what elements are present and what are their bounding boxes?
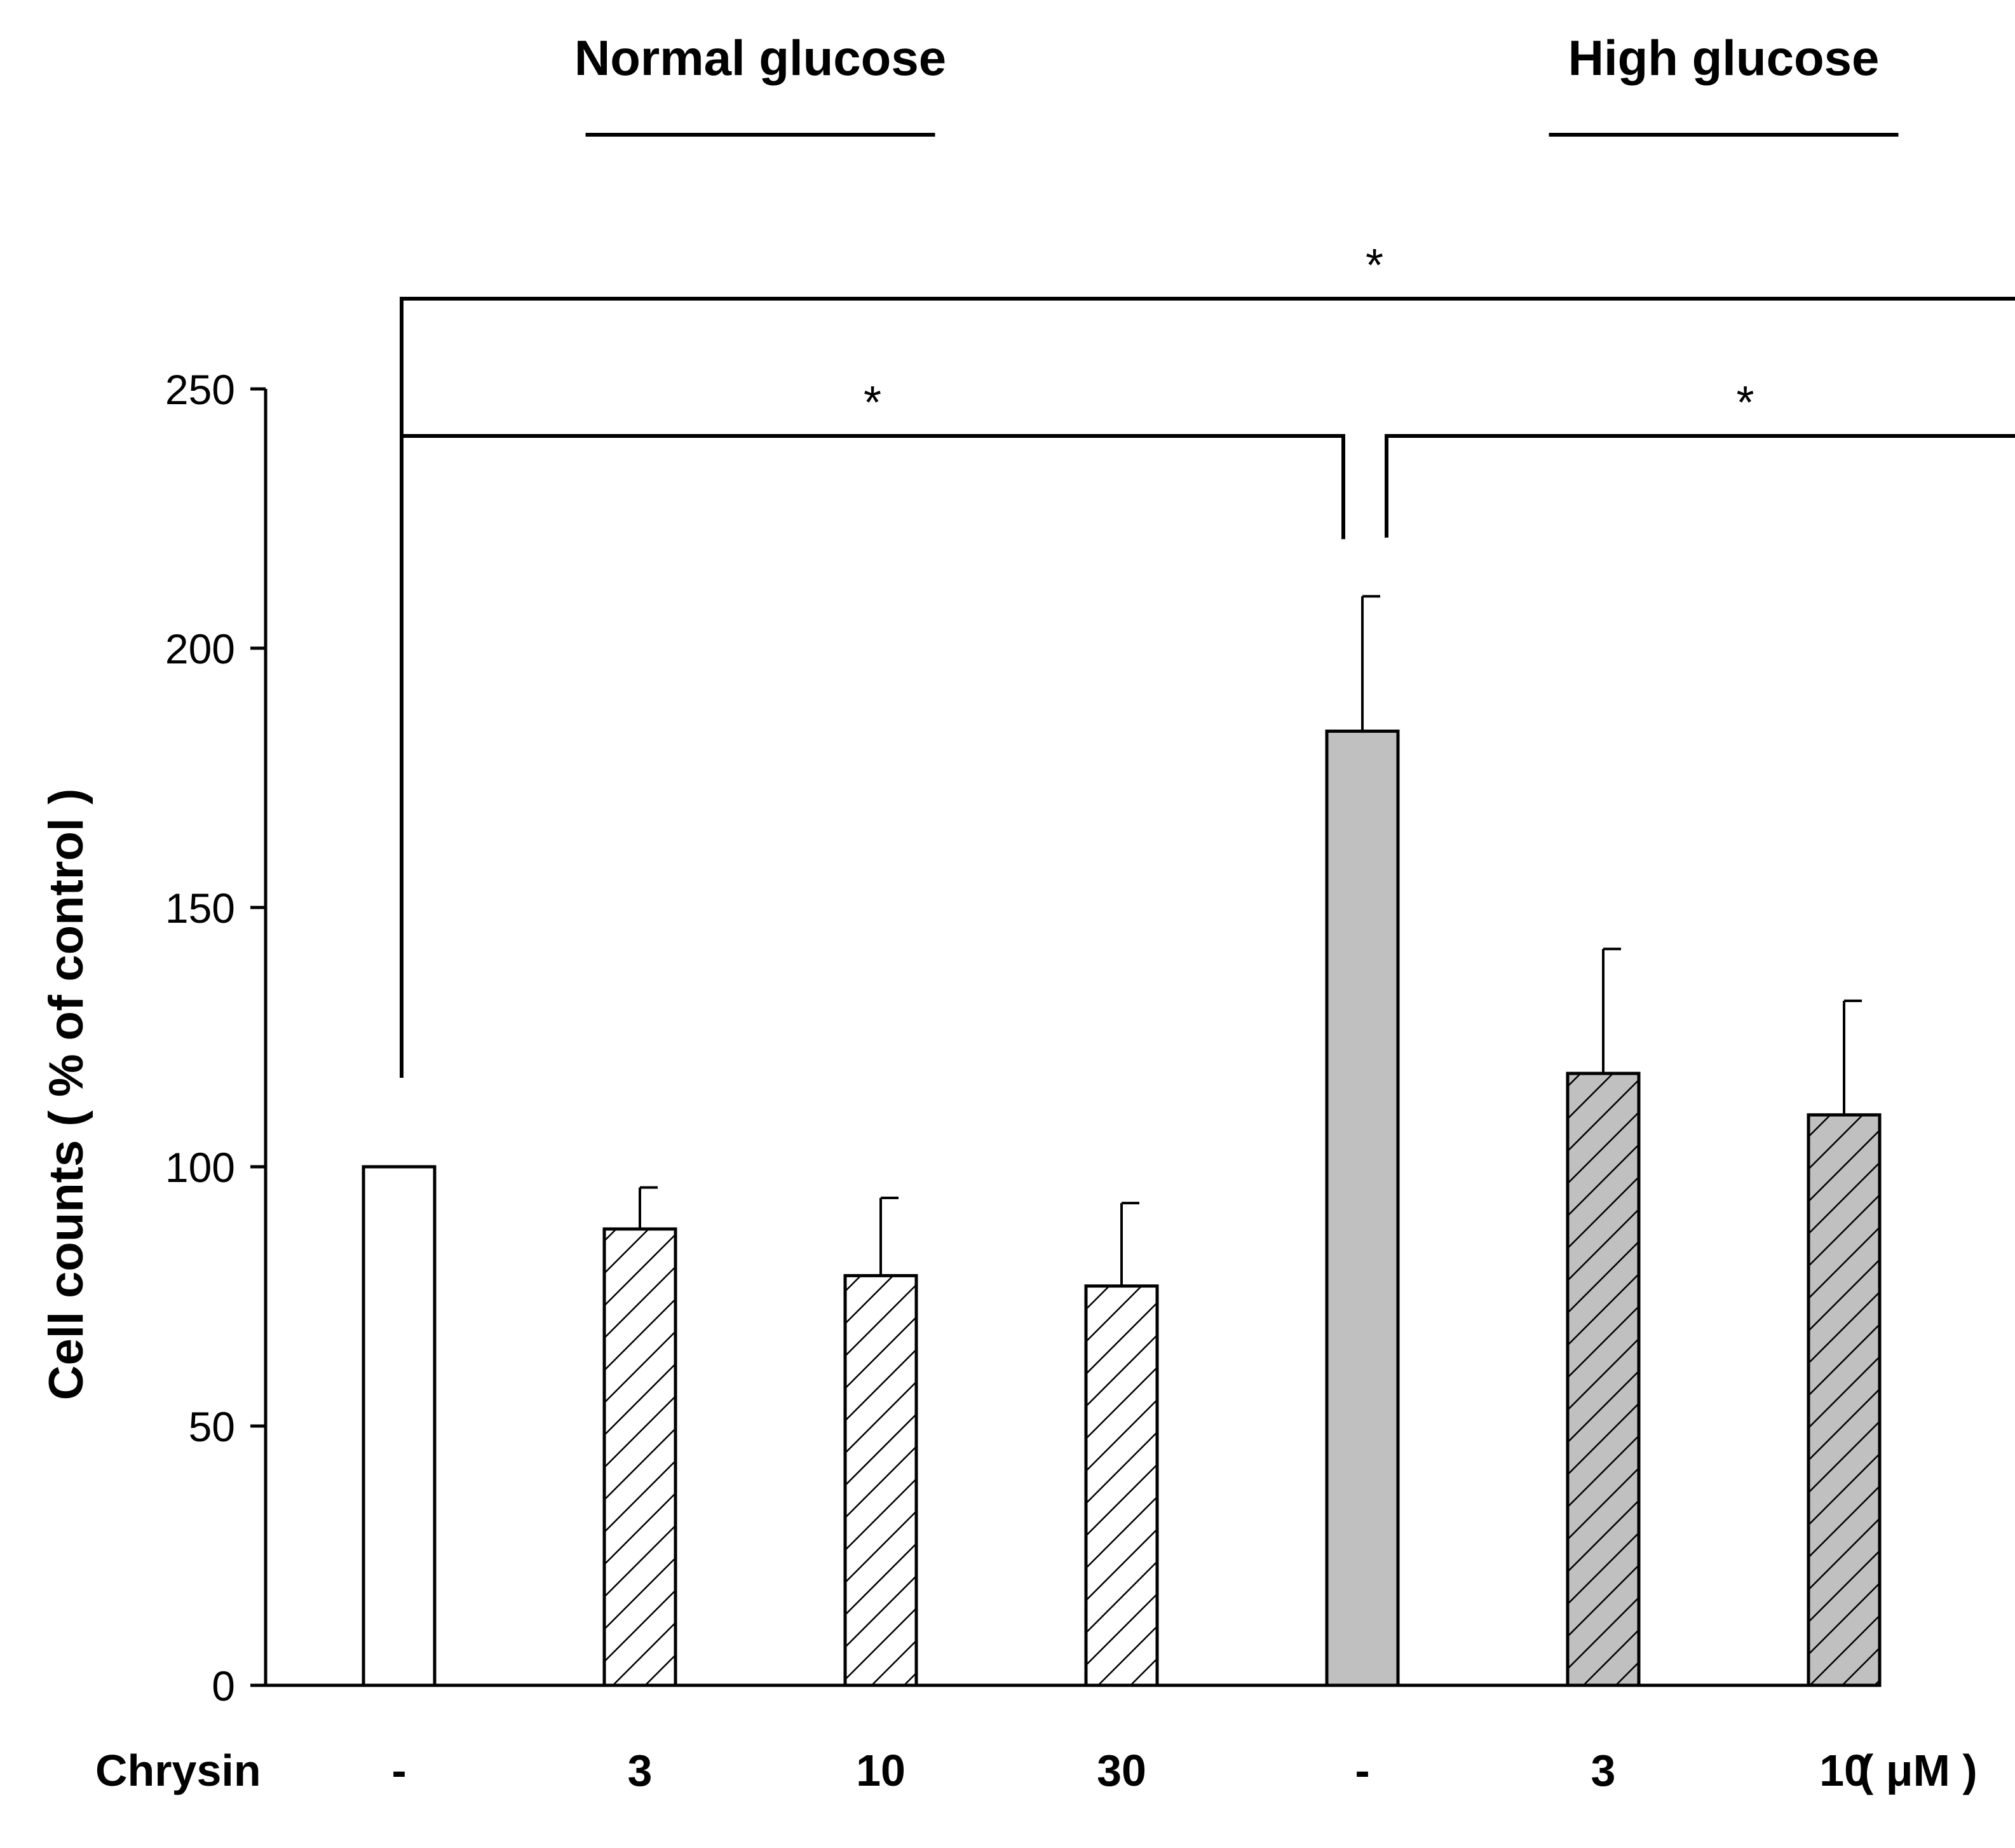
bar <box>362 1165 437 1687</box>
significance-star: * <box>1366 240 1383 291</box>
bar <box>843 1274 918 1687</box>
y-tick-label: 50 <box>189 1403 235 1450</box>
chrysin-row-label: Chrysin <box>95 1746 261 1795</box>
significance-star: * <box>864 377 881 428</box>
significance-bracket <box>400 434 1345 1078</box>
y-tick-label: 100 <box>165 1144 235 1191</box>
dose-label: 3 <box>1591 1746 1616 1795</box>
unit-label: ( μM ) <box>1859 1746 1978 1795</box>
bar <box>602 1227 677 1687</box>
dose-label: - <box>391 1746 406 1795</box>
significance-star: * <box>1736 377 1754 428</box>
group-title: High glucose <box>1568 30 1880 86</box>
y-tick-label: 0 <box>212 1662 235 1709</box>
dose-label: 10 <box>856 1746 906 1795</box>
bar <box>1325 730 1400 1687</box>
dose-label: 3 <box>628 1746 653 1795</box>
y-tick-label: 150 <box>165 885 235 932</box>
significance-bracket <box>1385 434 2015 538</box>
bar <box>1566 1071 1641 1687</box>
bar <box>1084 1284 1159 1687</box>
group-title: Normal glucose <box>574 30 946 86</box>
dose-label: 30 <box>1097 1746 1146 1795</box>
y-axis-title: Cell counts ( % of control ) <box>39 789 93 1401</box>
y-tick-label: 250 <box>165 366 235 413</box>
significance-bracket <box>400 297 2015 1078</box>
dose-label: 10 <box>1819 1746 1869 1795</box>
y-tick-label: 200 <box>165 625 235 672</box>
dose-label: - <box>1355 1746 1369 1795</box>
bar <box>1807 1113 1882 1687</box>
